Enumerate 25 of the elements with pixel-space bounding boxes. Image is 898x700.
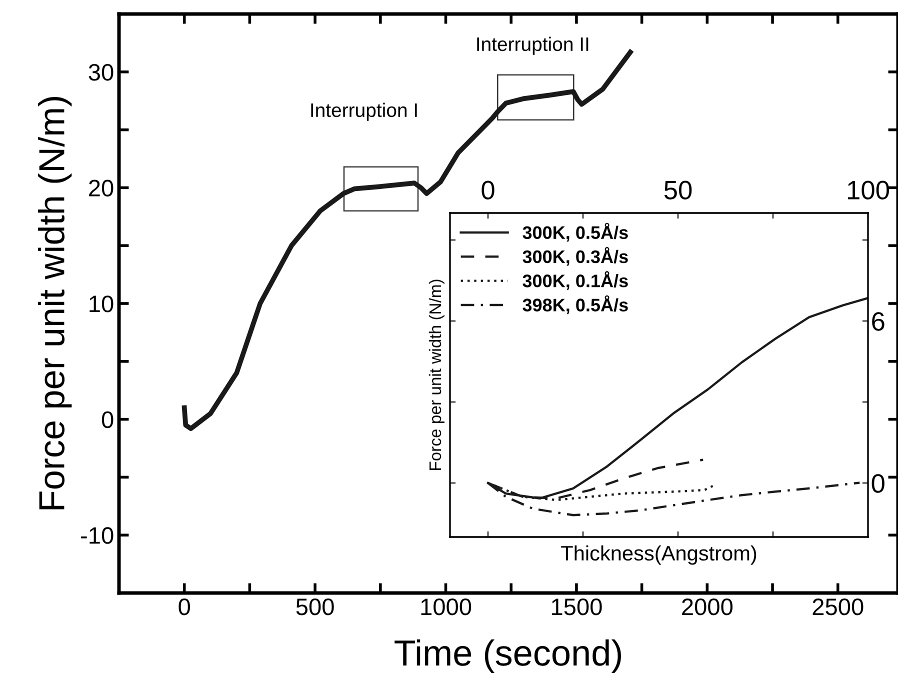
x-tick-label: 50 xyxy=(664,180,692,200)
x-tick-label: 1500 xyxy=(552,598,602,616)
annotation: Interruption II xyxy=(477,36,588,55)
y-tick-label: 20 xyxy=(89,180,114,196)
y-tick-label: 0 xyxy=(102,411,114,428)
legend-label: 398K, 0.5Å/s xyxy=(522,295,628,314)
x-tick-label: 2000 xyxy=(682,598,733,616)
annotation: Interruption I xyxy=(311,102,417,121)
legend-label: 300K, 0.1Å/s xyxy=(522,271,628,290)
y-axis-title: Force per unit width (N/m) xyxy=(428,280,444,470)
x-tick-label: 0 xyxy=(482,180,494,200)
x-tick-label: 500 xyxy=(296,598,334,616)
x-tick-label: 1000 xyxy=(421,598,472,616)
legend-label: 300K, 0.5Å/s xyxy=(522,222,628,242)
x-axis-title: Time (second) xyxy=(394,639,621,673)
y-tick-label: 6 xyxy=(872,312,884,331)
x-tick-label: 0 xyxy=(178,598,190,616)
y-tick-label: 10 xyxy=(90,296,114,312)
y-tick-label: 30 xyxy=(88,64,114,81)
x-axis-title: Thickness(Angstrom) xyxy=(561,545,756,565)
x-tick-label: 2500 xyxy=(812,598,864,616)
y-axis-title: Force per unit width (N/m) xyxy=(38,97,72,510)
legend-label: 300K, 0.3Å/s xyxy=(522,247,628,266)
x-tick-label: 100 xyxy=(848,180,889,200)
y-tick-label: -10 xyxy=(81,527,114,544)
